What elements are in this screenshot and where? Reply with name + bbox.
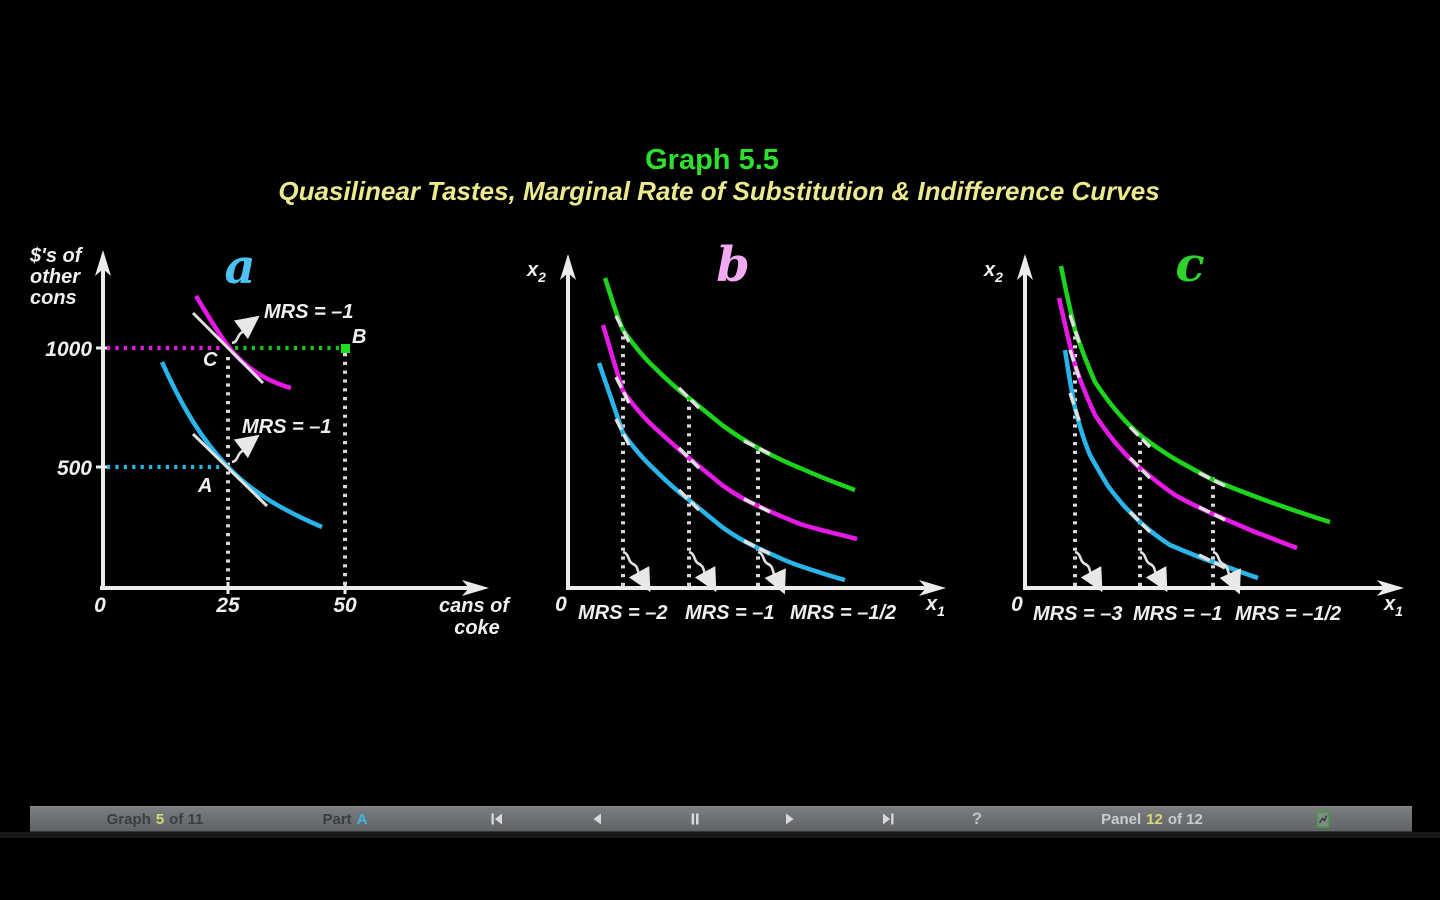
step-back-icon — [593, 813, 601, 825]
panel-a-tangent-at-A — [191, 432, 269, 508]
skip-to-end-button[interactable] — [881, 807, 895, 831]
panel-c-mrs-arrows — [1074, 550, 1241, 595]
panel-a-ytick-label-1000: 1000 — [45, 338, 92, 361]
panel-b-mrs-label-1: MRS = –2 — [578, 602, 667, 624]
panel-b-curve-mid — [600, 324, 858, 542]
toolbar-shadow — [0, 832, 1440, 838]
point-B-marker — [341, 344, 350, 353]
panel-c-tangent-dashes — [1068, 314, 1228, 571]
panel-a-mrs-arrow-C — [231, 315, 260, 345]
panel-b-y-axis-arrow-icon — [560, 254, 576, 280]
panel-a-y-axis-arrow-icon — [95, 250, 111, 276]
panel-a-ylabel-line2: other — [30, 266, 81, 288]
graph-counter-current: 5 — [155, 810, 165, 828]
panel-counter: Panel 12 of 12 — [1101, 807, 1203, 831]
step-forward-button[interactable] — [783, 807, 797, 831]
panel-c-x-axis-arrow-icon — [1377, 580, 1404, 596]
point-C-label: C — [203, 349, 218, 371]
panel-a-mrs-label-A: MRS = –1 — [242, 416, 331, 438]
skip-to-start-button[interactable] — [490, 807, 504, 831]
point-B-label: B — [352, 326, 366, 348]
graph-counter-prefix: Graph — [106, 810, 151, 828]
panel-c-curve-high — [1058, 265, 1331, 525]
panel-a-tangent-at-C — [191, 311, 265, 385]
panel-c-mrs-label-2: MRS = –1 — [1133, 603, 1222, 625]
panel-b: b x2 0 x1 — [526, 237, 946, 624]
skip-to-end-icon — [883, 813, 894, 825]
graph-title: Graph 5.5 — [645, 144, 779, 176]
graph-counter: Graph 5 of 11 — [107, 807, 204, 831]
panel-b-curve-low — [596, 362, 846, 583]
grapher-app-icon — [1316, 810, 1330, 828]
panel-c-curve-mid — [1056, 297, 1298, 551]
panel-a-xtick-label-0: 0 — [94, 594, 106, 617]
grapher-app-button[interactable] — [1316, 807, 1330, 831]
graph-subtitle: Quasilinear Tastes, Marginal Rate of Sub… — [278, 176, 1160, 206]
panel-b-ylabel: x2 — [526, 259, 546, 285]
part-indicator-prefix: Part — [322, 810, 352, 828]
panel-a-ylabel-line1: $'s of — [29, 245, 84, 267]
panel-c-mrs-label-3: MRS = –1/2 — [1235, 603, 1341, 625]
panel-c-origin-label: 0 — [1011, 593, 1023, 616]
panel-c-xlabel: x1 — [1383, 593, 1403, 619]
panel-counter-suffix: of 12 — [1167, 810, 1203, 828]
panel-b-tangent-dashes — [614, 315, 773, 557]
part-indicator-value: A — [356, 810, 368, 828]
help-icon: ? — [971, 809, 983, 828]
graphs-canvas: a $'s of other cons 1000 500 0 25 50 can… — [29, 237, 1404, 639]
panel-a-xlabel-line2: coke — [454, 617, 500, 639]
panel-a-xtick-label-25: 25 — [215, 594, 240, 617]
panel-b-x-axis-arrow-icon — [919, 580, 946, 596]
part-indicator: Part A — [322, 807, 367, 831]
point-A-label: A — [197, 475, 212, 497]
panel-c-ylabel: x2 — [983, 259, 1003, 285]
panel-a-ylabel-line3: cons — [30, 287, 77, 309]
step-forward-icon — [786, 813, 794, 825]
panel-a: a $'s of other cons 1000 500 0 25 50 can… — [29, 239, 511, 639]
panel-a-mrs-arrow-A — [231, 434, 260, 464]
pause-button[interactable] — [688, 807, 702, 831]
step-back-button[interactable] — [590, 807, 604, 831]
panel-c-y-axis-arrow-icon — [1017, 254, 1033, 280]
panel-a-indifference-curve-lower — [159, 361, 323, 530]
panel-b-mrs-arrows — [622, 550, 786, 595]
panel-b-mrs-label-2: MRS = –1 — [685, 602, 774, 624]
panel-a-mrs-label-C: MRS = –1 — [264, 301, 353, 323]
panel-a-ytick-label-500: 500 — [57, 457, 92, 480]
graph-counter-suffix: of 11 — [169, 810, 204, 828]
panel-b-mrs-label-3: MRS = –1/2 — [790, 602, 896, 624]
panel-b-letter: b — [716, 237, 750, 293]
panel-b-xlabel: x1 — [925, 593, 945, 619]
panel-a-xtick-label-50: 50 — [333, 594, 357, 617]
playback-toolbar: Graph 5 of 11 Part A — [30, 806, 1412, 832]
panel-a-x-axis-arrow-icon — [462, 580, 489, 596]
panel-a-letter: a — [224, 239, 255, 295]
pause-icon — [691, 813, 699, 825]
help-button[interactable]: ? — [972, 807, 982, 831]
panel-counter-current: 12 — [1146, 810, 1163, 828]
panel-counter-prefix: Panel — [1101, 810, 1142, 828]
panel-c-letter: c — [1175, 237, 1204, 293]
skip-to-start-icon — [491, 813, 502, 825]
panel-a-xlabel-line1: cans of — [439, 595, 511, 617]
panel-c: c x2 0 x1 MRS = – — [983, 237, 1404, 625]
panel-b-origin-label: 0 — [555, 593, 567, 616]
panel-c-mrs-label-1: MRS = –3 — [1033, 603, 1122, 625]
